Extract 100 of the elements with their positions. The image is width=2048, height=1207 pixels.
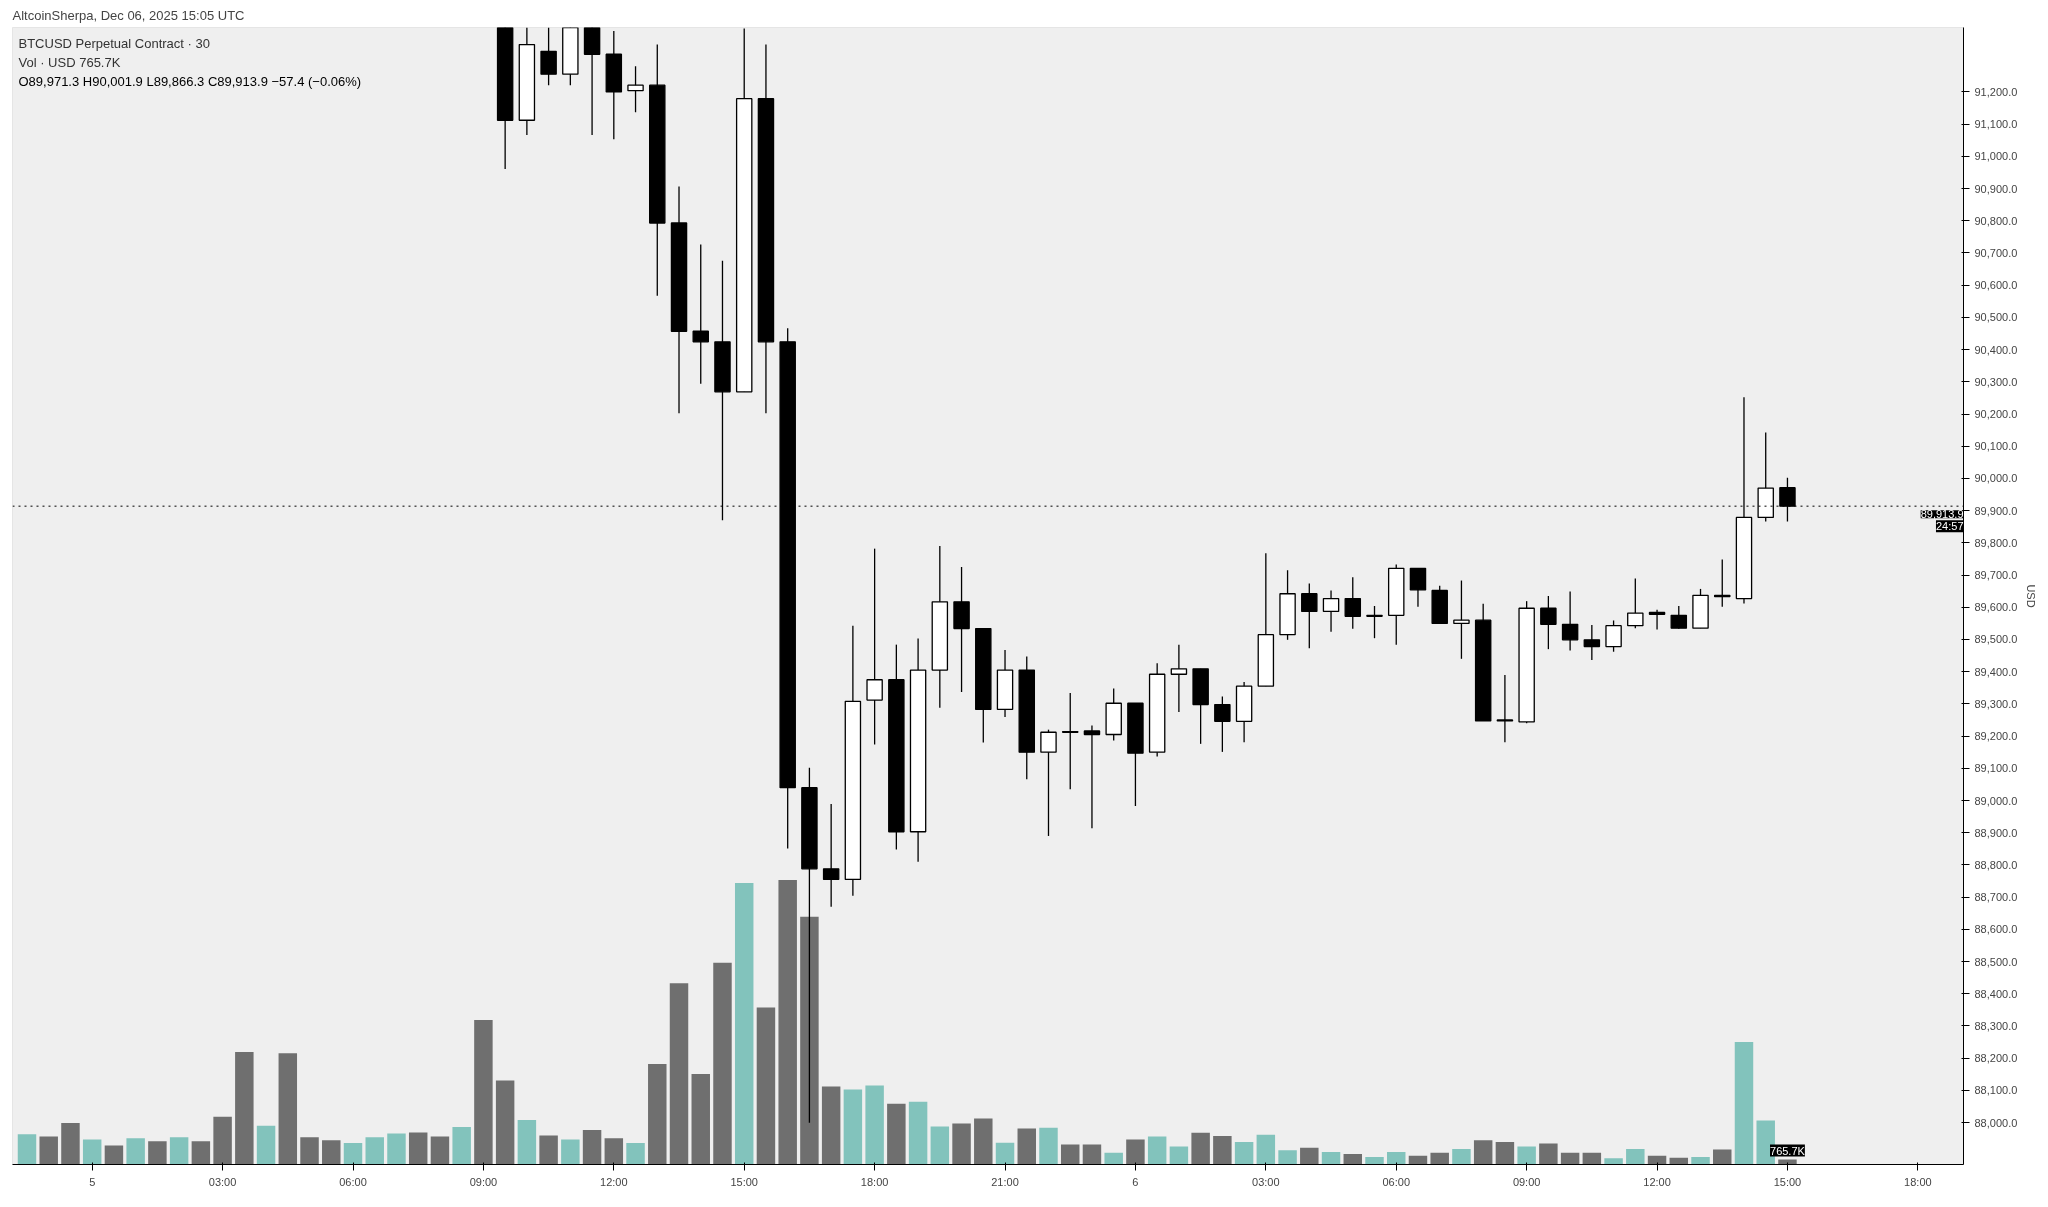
- bar: [517, 1119, 537, 1165]
- bar: [474, 1019, 493, 1165]
- bar: [1213, 1135, 1232, 1165]
- candlestick: [1670, 605, 1688, 630]
- bar: [322, 1140, 341, 1165]
- x-tick-label: 18:00: [1904, 1175, 1932, 1188]
- bar: [626, 1143, 645, 1165]
- bar: [1126, 1139, 1145, 1165]
- candlestick: [1170, 643, 1188, 713]
- bar: [1082, 1144, 1102, 1165]
- y-tick-label: 90,200.0: [1974, 408, 2018, 421]
- candlestick: [1214, 695, 1231, 753]
- bar: [300, 1137, 319, 1165]
- bar: [82, 1139, 102, 1165]
- candlestick: [1040, 729, 1057, 837]
- candlestick: [1083, 724, 1101, 829]
- y-tick-label: 90,100.0: [1974, 440, 2018, 453]
- x-tick-label: 03:00: [208, 1175, 237, 1188]
- bar: [387, 1133, 406, 1165]
- x-tick-label: 21:00: [991, 1175, 1019, 1188]
- bar: [343, 1143, 363, 1165]
- data-label: 765.7K: [1770, 1144, 1806, 1157]
- bar: [1734, 1042, 1754, 1165]
- annotation: 24:57: [1935, 520, 1964, 533]
- x-tick-label: 18:00: [860, 1175, 889, 1188]
- bar: [1582, 1152, 1602, 1165]
- bar: [669, 983, 689, 1165]
- y-tick-label: 88,700.0: [1974, 891, 2018, 904]
- bar: [1387, 1152, 1406, 1165]
- bar: [126, 1138, 145, 1165]
- x-tick-label: 12:00: [1643, 1175, 1671, 1188]
- y-tick-label: 89,600.0: [1974, 601, 2018, 614]
- bar: [865, 1085, 884, 1165]
- bar: [61, 1123, 80, 1165]
- bar: [1430, 1152, 1449, 1165]
- bar: [952, 1123, 971, 1165]
- bar: [1473, 1140, 1493, 1165]
- bar: [1104, 1152, 1123, 1165]
- y-tick-label: 89,000.0: [1974, 794, 2018, 807]
- bar: [104, 1145, 124, 1165]
- bar: [17, 1134, 37, 1165]
- bar: [452, 1127, 471, 1165]
- x-tick-label: 06:00: [339, 1175, 367, 1188]
- bar: [1626, 1148, 1645, 1165]
- bar: [213, 1116, 232, 1165]
- bar: [408, 1132, 428, 1165]
- y-tick-label: 88,500.0: [1974, 955, 2018, 968]
- bar: [278, 1053, 298, 1165]
- candlestick: [866, 548, 883, 746]
- y-tick-label: 88,100.0: [1974, 1084, 2018, 1097]
- bar: [256, 1125, 276, 1165]
- bar: [1191, 1132, 1210, 1165]
- candlestick: [1344, 576, 1362, 630]
- candlestick: [1366, 605, 1383, 639]
- candlestick: [1301, 582, 1318, 649]
- bar: [1300, 1147, 1319, 1165]
- y-tick-label: 90,800.0: [1974, 214, 2018, 227]
- candlestick: [1627, 577, 1644, 629]
- bar: [365, 1137, 384, 1165]
- bar: [1234, 1142, 1254, 1165]
- bar: [1147, 1136, 1167, 1165]
- x-tick-label: 03:00: [1252, 1175, 1280, 1188]
- bar: [1321, 1152, 1341, 1165]
- ref-line-label: 89,913.9: [1920, 508, 1964, 521]
- y-tick-label: 88,600.0: [1974, 923, 2018, 936]
- candlestick: [1648, 609, 1666, 631]
- bar: [800, 916, 819, 1165]
- bar: [648, 1063, 667, 1165]
- bar: [1713, 1149, 1732, 1165]
- y-tick-label: 91,200.0: [1974, 85, 2018, 98]
- bar: [191, 1141, 211, 1165]
- text: Vol · USD 765.7K: [18, 54, 121, 70]
- x-tick-label: 6: [1132, 1175, 1139, 1188]
- candlestick: [1453, 579, 1470, 660]
- y-tick-label: 90,000.0: [1974, 472, 2018, 485]
- y-tick-label: 88,200.0: [1974, 1052, 2018, 1065]
- bar: [169, 1137, 189, 1165]
- bar: [930, 1126, 950, 1165]
- bar: [974, 1118, 993, 1165]
- bar: [1169, 1146, 1189, 1165]
- bar: [778, 880, 797, 1165]
- bar: [756, 1007, 776, 1165]
- candlestick: [1540, 595, 1557, 650]
- bar: [582, 1130, 602, 1165]
- annotation: O89,971.3 H90,001.9 L89,866.3 C89,913.9 −57.4 (−0.06%): [18, 73, 362, 89]
- y-tick-label: 90,600.0: [1974, 279, 2018, 292]
- y-tick-label: 90,500.0: [1974, 311, 2018, 324]
- candlestick: [692, 243, 709, 385]
- bar: [691, 1074, 710, 1165]
- bar: [1495, 1142, 1515, 1165]
- candlestick: [1496, 674, 1514, 743]
- y-tick-label: 89,300.0: [1974, 697, 2018, 710]
- candlestick: [1409, 567, 1427, 608]
- x-tick-label: 15:00: [1773, 1175, 1802, 1188]
- y-tick-label: 88,800.0: [1974, 858, 2018, 871]
- bar: [1278, 1150, 1297, 1165]
- y-tick-label: 89,400.0: [1974, 665, 2018, 678]
- y-tick-label: 88,300.0: [1974, 1020, 2018, 1032]
- bar: [604, 1138, 624, 1165]
- bar: [235, 1052, 254, 1165]
